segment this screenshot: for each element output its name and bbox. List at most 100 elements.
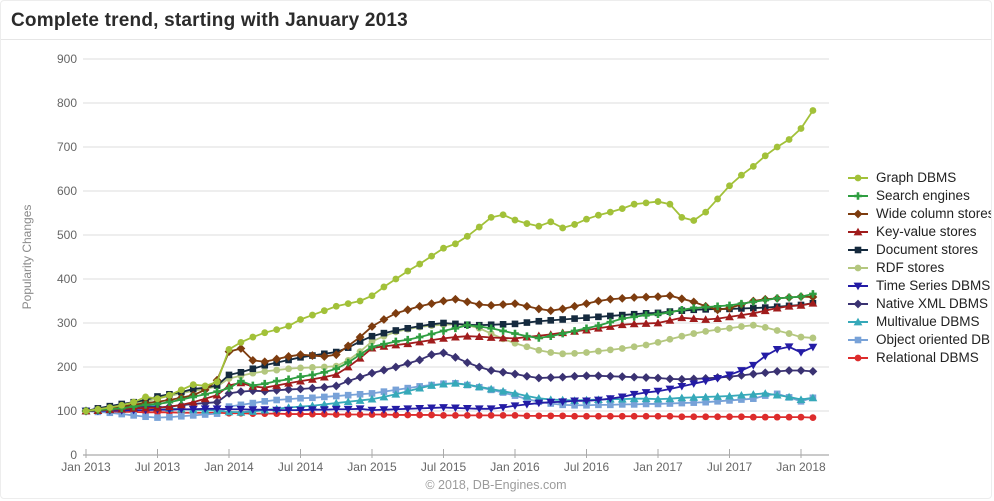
data-point-marker — [605, 371, 615, 381]
data-point-marker — [427, 404, 436, 413]
data-point-marker — [546, 373, 556, 382]
data-point-marker — [535, 334, 543, 342]
data-point-marker — [595, 412, 602, 420]
data-point-marker — [486, 405, 496, 413]
data-point-marker — [534, 373, 544, 383]
data-point-marker — [666, 200, 674, 208]
multivalue-dbms-marker-glyph — [853, 317, 863, 326]
data-point-marker — [260, 379, 269, 388]
data-point-marker — [225, 346, 233, 353]
data-point-marker — [201, 382, 209, 390]
data-point-marker — [474, 405, 484, 413]
legend-item-key-value-stores: Key-value stores — [846, 225, 991, 239]
data-point-marker — [714, 326, 721, 333]
data-point-marker — [189, 412, 197, 419]
data-point-marker — [641, 319, 651, 327]
data-point-marker — [784, 343, 794, 351]
data-point-marker — [165, 402, 174, 410]
data-point-marker — [809, 107, 817, 114]
data-point-marker — [439, 327, 448, 335]
data-point-marker — [141, 401, 150, 409]
data-point-marker — [666, 335, 674, 343]
data-point-marker — [666, 308, 674, 317]
data-point-marker — [237, 377, 245, 385]
data-point-marker — [368, 332, 376, 340]
data-point-marker — [583, 349, 590, 356]
native-xml-dbms-marker-glyph — [853, 299, 863, 309]
data-point-marker — [654, 412, 662, 420]
data-point-marker — [296, 372, 305, 381]
data-point-marker — [737, 370, 746, 380]
data-point-marker — [713, 302, 722, 311]
data-point-marker — [416, 322, 423, 330]
data-point-marker — [677, 393, 687, 402]
data-point-marker — [547, 218, 555, 226]
data-point-marker — [618, 412, 626, 420]
data-point-marker — [785, 330, 793, 337]
data-point-marker — [761, 413, 769, 421]
data-point-marker — [475, 412, 483, 419]
data-point-marker — [343, 341, 353, 351]
data-point-marker — [547, 349, 555, 356]
data-point-marker — [689, 304, 698, 312]
data-point-marker — [463, 232, 471, 240]
data-point-marker — [367, 394, 377, 403]
data-point-marker — [380, 329, 388, 337]
data-point-marker — [415, 404, 425, 413]
data-point-marker — [571, 221, 578, 228]
data-point-marker — [535, 222, 543, 230]
data-point-marker — [690, 330, 698, 337]
data-point-marker — [439, 379, 448, 388]
data-point-marker — [416, 260, 424, 268]
data-point-marker — [166, 413, 173, 421]
data-point-marker — [606, 318, 615, 326]
data-point-marker — [439, 296, 448, 306]
data-point-marker — [760, 368, 770, 378]
data-point-marker — [808, 393, 818, 402]
data-point-marker — [605, 322, 615, 330]
data-point-marker — [784, 366, 794, 375]
data-point-marker — [344, 411, 352, 418]
data-point-marker — [737, 299, 746, 308]
data-point-marker — [629, 372, 639, 382]
data-point-marker — [415, 355, 425, 365]
data-point-marker — [367, 368, 377, 378]
data-point-marker — [617, 372, 627, 382]
data-point-marker — [629, 293, 639, 302]
multivalue-dbms-marker-icon — [848, 317, 868, 326]
data-point-marker — [462, 332, 472, 340]
data-point-marker — [498, 367, 508, 377]
data-point-marker — [571, 349, 578, 357]
data-point-marker — [618, 205, 626, 213]
data-point-marker — [726, 413, 733, 421]
data-point-marker — [665, 394, 675, 403]
data-point-marker — [130, 398, 138, 406]
data-point-marker — [750, 395, 757, 402]
data-point-marker — [701, 392, 711, 401]
data-point-marker — [106, 404, 114, 411]
data-point-marker — [678, 214, 686, 221]
data-point-marker — [462, 297, 472, 307]
data-point-marker — [355, 396, 365, 404]
footer-copyright: © 2018, DB-Engines.com — [425, 478, 567, 492]
document-stores-marker-icon — [848, 246, 868, 254]
data-point-marker — [784, 302, 794, 310]
data-point-marker — [738, 396, 745, 403]
data-point-marker — [189, 393, 198, 401]
data-point-marker — [571, 315, 578, 322]
data-point-marker — [618, 401, 626, 408]
data-point-marker — [559, 316, 566, 323]
data-point-marker — [748, 390, 758, 398]
data-point-marker — [642, 311, 650, 319]
data-point-marker — [391, 405, 401, 414]
data-point-marker — [368, 390, 376, 397]
data-point-marker — [319, 406, 329, 414]
data-point-marker — [272, 381, 282, 389]
data-point-marker — [702, 398, 709, 406]
data-point-marker — [343, 376, 353, 386]
data-point-marker — [773, 413, 781, 421]
data-point-marker — [415, 333, 424, 341]
data-point-marker — [690, 217, 698, 224]
data-point-marker — [415, 337, 425, 346]
data-point-marker — [607, 401, 614, 409]
